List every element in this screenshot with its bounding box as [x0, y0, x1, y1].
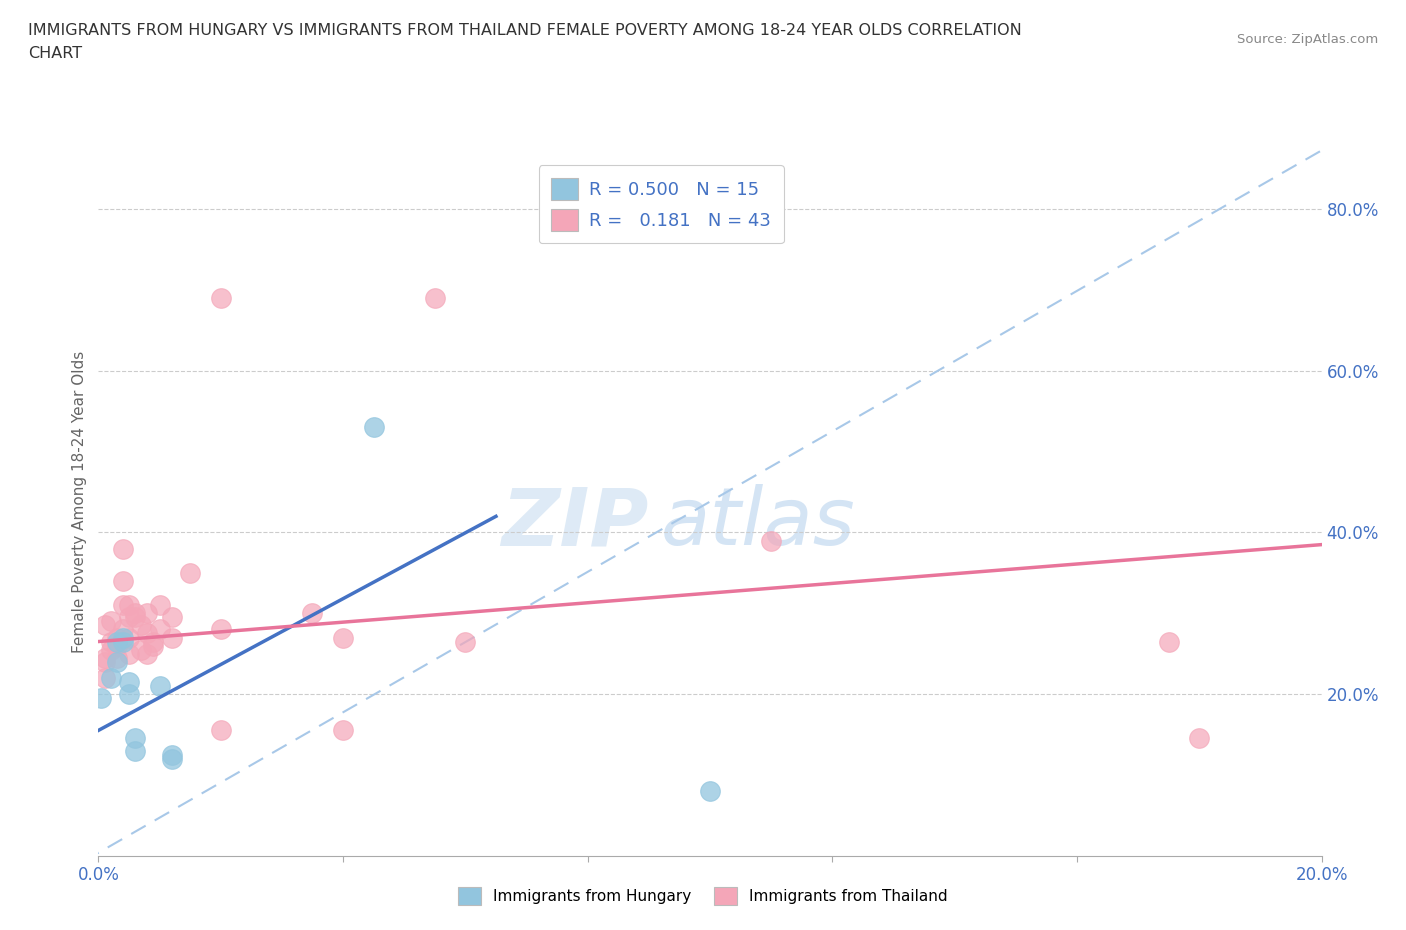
Point: [100, 634, 122, 649]
Point: [124, 610, 146, 625]
Point: [136, 626, 159, 641]
Legend: Immigrants from Hungary, Immigrants from Thailand: Immigrants from Hungary, Immigrants from…: [450, 879, 956, 913]
Point: [136, 605, 159, 620]
Point: [118, 646, 141, 661]
Point: [1157, 634, 1180, 649]
Point: [209, 723, 232, 737]
Point: [179, 565, 201, 580]
Point: [423, 291, 446, 306]
Point: [301, 605, 323, 620]
Point: [111, 622, 134, 637]
Point: [136, 646, 159, 661]
Point: [105, 655, 128, 670]
Point: [118, 686, 141, 701]
Point: [129, 643, 152, 658]
Point: [118, 598, 141, 613]
Text: CHART: CHART: [28, 46, 82, 61]
Point: [100, 643, 122, 658]
Point: [160, 751, 183, 766]
Text: atlas: atlas: [661, 485, 856, 563]
Y-axis label: Female Poverty Among 18-24 Year Olds: Female Poverty Among 18-24 Year Olds: [72, 352, 87, 654]
Point: [1188, 731, 1211, 746]
Legend: R = 0.500   N = 15, R =   0.181   N = 43: R = 0.500 N = 15, R = 0.181 N = 43: [538, 165, 783, 244]
Point: [118, 630, 141, 644]
Point: [142, 634, 165, 649]
Point: [93, 655, 115, 670]
Point: [149, 598, 172, 613]
Point: [124, 605, 146, 620]
Point: [209, 291, 232, 306]
Point: [149, 622, 172, 637]
Point: [332, 630, 354, 644]
Text: ZIP: ZIP: [502, 485, 650, 563]
Point: [149, 679, 172, 694]
Point: [105, 634, 128, 649]
Point: [90, 691, 112, 706]
Text: Source: ZipAtlas.com: Source: ZipAtlas.com: [1237, 33, 1378, 46]
Point: [124, 731, 146, 746]
Point: [100, 671, 122, 685]
Point: [118, 674, 141, 689]
Text: IMMIGRANTS FROM HUNGARY VS IMMIGRANTS FROM THAILAND FEMALE POVERTY AMONG 18-24 Y: IMMIGRANTS FROM HUNGARY VS IMMIGRANTS FR…: [28, 23, 1022, 38]
Point: [332, 723, 354, 737]
Point: [699, 784, 721, 799]
Point: [93, 618, 115, 632]
Point: [111, 598, 134, 613]
Point: [105, 630, 128, 644]
Point: [111, 630, 134, 644]
Point: [142, 638, 165, 653]
Point: [111, 541, 134, 556]
Point: [100, 614, 122, 629]
Point: [160, 610, 183, 625]
Point: [105, 650, 128, 665]
Point: [759, 533, 782, 548]
Point: [363, 420, 385, 435]
Point: [111, 574, 134, 589]
Point: [118, 610, 141, 625]
Point: [129, 618, 152, 632]
Point: [111, 634, 134, 649]
Point: [105, 638, 128, 653]
Point: [124, 743, 146, 758]
Point: [93, 650, 115, 665]
Point: [454, 634, 477, 649]
Point: [209, 622, 232, 637]
Point: [160, 630, 183, 644]
Point: [160, 747, 183, 762]
Point: [93, 671, 115, 685]
